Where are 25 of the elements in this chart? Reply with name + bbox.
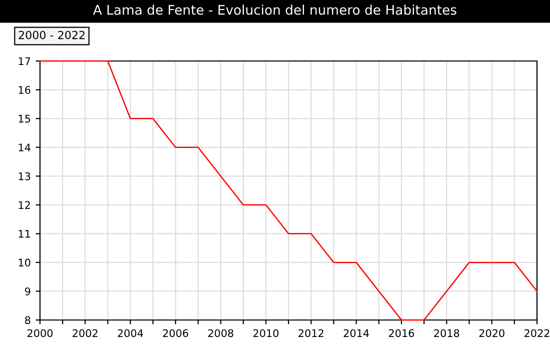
x-tick-label: 2020	[479, 329, 504, 338]
x-tick-label: 2018	[434, 329, 460, 338]
x-tick-label: 2022	[524, 329, 550, 338]
y-tick-label: 12	[18, 201, 30, 209]
x-tick-label: 2016	[388, 329, 414, 338]
y-tick-label: 17	[18, 57, 30, 65]
y-tick-label: 14	[18, 144, 30, 152]
y-tick-label: 10	[18, 258, 30, 267]
x-tick-label: 2000	[28, 329, 53, 338]
x-tick-label: 2006	[163, 329, 188, 338]
x-tick-label: 2014	[344, 329, 369, 338]
chart-title: A Lama de Fente - Evolucion del numero de Habitantes	[93, 4, 456, 15]
y-tick-label: 13	[18, 172, 30, 180]
y-tick-label: 9	[25, 287, 30, 296]
line-series	[39, 60, 538, 321]
x-tick-label: 2010	[253, 329, 278, 338]
x-tick-label: 2008	[208, 329, 234, 338]
x-tick-label: 2004	[118, 329, 144, 338]
y-tick-label: 15	[18, 114, 30, 123]
y-tick-label: 8	[25, 316, 30, 324]
y-tick-label: 11	[18, 230, 30, 238]
text: 2000 - 2022	[18, 30, 85, 40]
x-tick-label: 2012	[298, 329, 324, 338]
y-tick-label: 16	[18, 86, 30, 94]
x-tick-label: 2002	[72, 329, 98, 338]
